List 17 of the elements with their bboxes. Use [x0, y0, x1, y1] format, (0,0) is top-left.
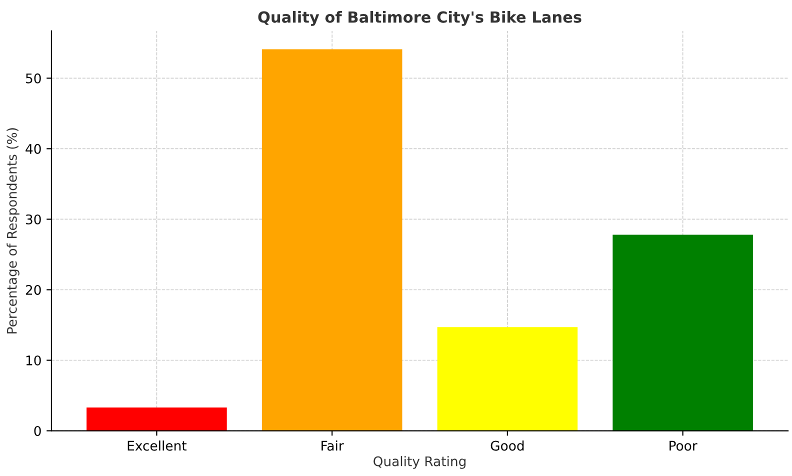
y-tick-label: 0: [34, 426, 41, 436]
x-tick-label: Poor: [670, 440, 698, 451]
y-tick-label: 10: [26, 355, 41, 366]
x-tick-label: Excellent: [128, 440, 187, 451]
bar: [86, 408, 227, 431]
x-tick-label: Fair: [322, 440, 344, 451]
chart-title: Quality of Baltimore City's Bike Lanes: [258, 11, 582, 26]
y-tick-label: 50: [26, 73, 41, 84]
bar: [612, 234, 753, 431]
y-tick-label: 20: [26, 284, 41, 295]
bar: [437, 327, 578, 431]
x-axis-title: Quality Rating: [374, 456, 466, 469]
y-tick-label: 40: [26, 144, 41, 154]
y-axis-title: Percentage of Respondents (%): [6, 128, 20, 334]
x-tick-label: Good: [490, 440, 524, 451]
y-tick-label: 30: [26, 214, 41, 224]
bar: [262, 49, 402, 431]
